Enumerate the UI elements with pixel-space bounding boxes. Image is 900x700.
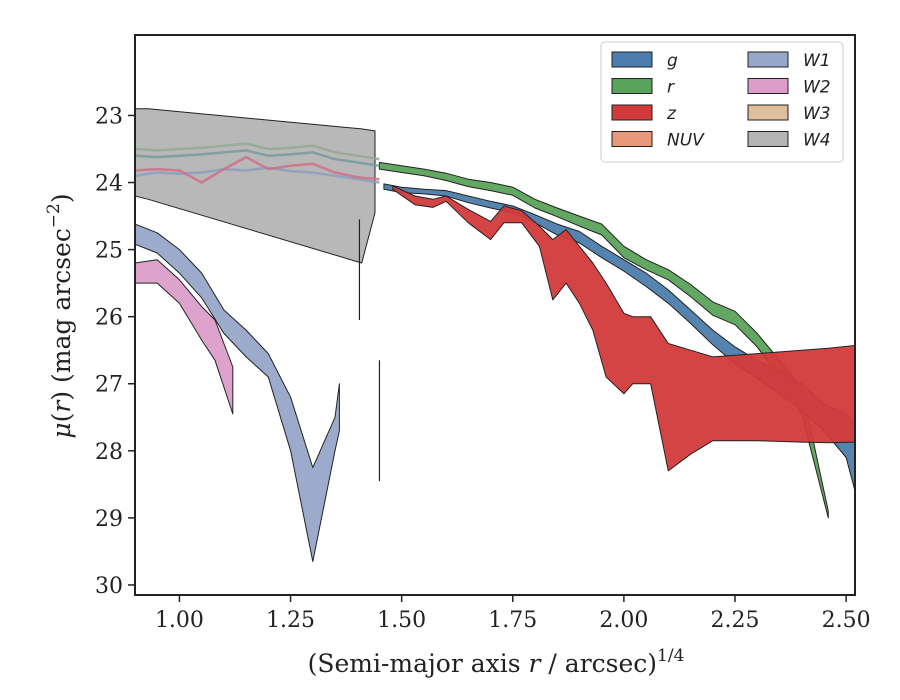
legend-label-W1: W1 [803, 51, 831, 71]
profile-line-3 [135, 149, 380, 168]
x-tick-label: 2.50 [822, 608, 871, 633]
y-tick-label: 26 [95, 306, 123, 331]
series-band-r [378, 161, 829, 519]
legend-swatch-r [611, 78, 653, 94]
profile-line-0 [135, 166, 380, 184]
legend-swatch-W4 [747, 131, 789, 147]
legend-swatch-W1 [747, 51, 789, 68]
y-tick-label: 30 [95, 574, 123, 599]
y-tick-label: 29 [95, 507, 123, 532]
series-band-W1 [135, 223, 340, 562]
legend-swatch-NUV [611, 131, 653, 147]
legend-swatch-z [611, 104, 653, 121]
plot-frame [134, 34, 856, 596]
legend-label-g: g [667, 51, 678, 71]
profile-line-2 [135, 142, 380, 161]
legend-label-W2: W2 [803, 78, 831, 98]
axis-ticks: 1.00 1.25 1.50 1.75 2.00 2.25 2.50 23 24 25 26 27 28… [95, 104, 871, 633]
y-axis-title-sup: −2 [44, 203, 64, 228]
x-axis-title-sup: 1/4 [657, 646, 684, 666]
x-axis-title-var: r [529, 649, 543, 678]
x-tick-label: 2.25 [711, 608, 760, 633]
legend-swatch-W3 [747, 104, 789, 121]
y-tick-label: 23 [95, 104, 123, 129]
y-tick-label: 24 [95, 172, 123, 197]
legend-label-r: r [667, 78, 675, 98]
legend-label-W4: W4 [803, 131, 831, 151]
legend-swatch-W2 [747, 78, 789, 94]
x-axis-title: (Semi-major axis r / arcsec)1/4 [308, 646, 685, 678]
legend: grz NUV W1 W2 W3 W4 [600, 41, 844, 163]
profile-line-1 [135, 155, 380, 184]
x-tick-label: 1.50 [377, 608, 426, 633]
x-tick-label: 2.00 [599, 608, 648, 633]
legend-label-W3: W3 [803, 104, 831, 124]
y-tick-label: 27 [95, 373, 123, 398]
x-tick-label: 1.25 [266, 608, 315, 633]
series-band-z [392, 185, 855, 472]
series-band-W4 [135, 108, 376, 264]
legend-swatch-g [611, 51, 653, 68]
x-tick-label: 1.75 [488, 608, 537, 633]
y-axis-title: μ(r) (mag arcsec−2) [44, 193, 76, 438]
series-band-W2 [135, 259, 234, 415]
x-tick-label: 1.00 [155, 608, 204, 633]
plot-area [135, 108, 855, 562]
legend-label-NUV: NUV [667, 131, 705, 151]
y-tick-label: 28 [95, 440, 123, 465]
y-tick-label: 25 [95, 239, 123, 264]
legend-label-z: z [666, 104, 677, 124]
